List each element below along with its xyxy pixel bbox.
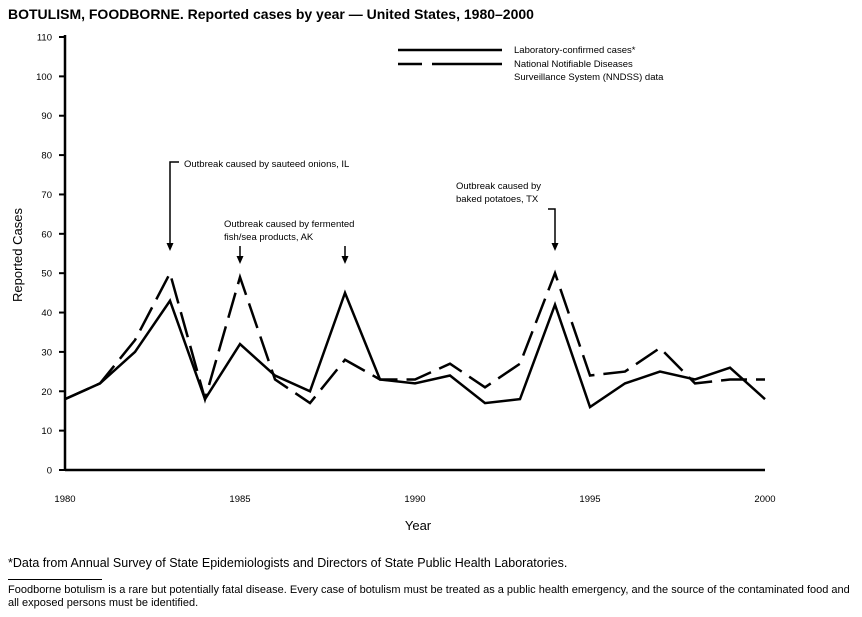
arrowhead-icon <box>341 256 349 264</box>
y-tick-label: 60 <box>41 229 52 240</box>
series-lines <box>64 269 766 409</box>
y-tick-label: 110 <box>37 33 52 44</box>
annotation-text: baked potatoes, TX <box>456 194 539 205</box>
x-tick-label: 1980 <box>54 494 75 505</box>
legend-entry: Laboratory-confirmed cases* <box>514 45 636 56</box>
y-tick-label: 10 <box>41 426 52 437</box>
footnote: *Data from Annual Survey of State Epidem… <box>8 556 568 570</box>
y-tick-label: 40 <box>41 308 52 319</box>
chart-title: BOTULISM, FOODBORNE. Reported cases by y… <box>8 6 534 22</box>
legend-entry: National Notifiable Diseases <box>514 59 633 70</box>
annotation-text: Outbreak caused by fermented <box>224 219 354 230</box>
annotation-text: Outbreak caused by <box>456 181 541 192</box>
axes: 0 10 20 30 40 50 60 70 80 90 100 110 1980 1985 1990 199… <box>36 33 775 506</box>
y-tick-label: 90 <box>41 111 52 122</box>
x-axis-label: Year <box>405 518 432 533</box>
annotation-text: Outbreak caused by sauteed onions, IL <box>184 159 349 170</box>
series-line-lab-confirmed <box>64 289 766 409</box>
y-tick-label: 0 <box>47 466 52 477</box>
arrowhead-icon <box>236 256 244 264</box>
y-axis-label: Reported Cases <box>10 208 25 302</box>
divider <box>8 579 102 580</box>
annotations: Outbreak caused by sauteed onions, IL Out… <box>166 159 559 264</box>
arrow-icon <box>548 208 556 245</box>
y-tick-label: 50 <box>41 269 52 280</box>
y-tick-label: 100 <box>36 72 52 83</box>
x-tick-label: 1995 <box>579 494 600 505</box>
y-tick-label: 80 <box>41 151 52 162</box>
y-tick-label: 20 <box>41 387 52 398</box>
x-tick-label: 1985 <box>229 494 250 505</box>
legend-entry: Surveillance System (NNDSS) data <box>514 72 664 83</box>
series-line-nndss <box>64 269 765 405</box>
y-tick-label: 70 <box>41 190 52 201</box>
arrowhead-icon <box>551 243 559 251</box>
note: Foodborne botulism is a rare but potenti… <box>8 584 850 609</box>
x-tick-label: 1990 <box>404 494 425 505</box>
legend: Laboratory-confirmed cases* National Noti… <box>398 45 664 83</box>
x-tick-label: 2000 <box>754 494 775 505</box>
y-tick-label: 30 <box>41 347 52 358</box>
annotation-text: fish/sea products, AK <box>224 232 314 243</box>
arrowhead-icon <box>166 243 174 251</box>
arrow-icon <box>169 161 179 245</box>
